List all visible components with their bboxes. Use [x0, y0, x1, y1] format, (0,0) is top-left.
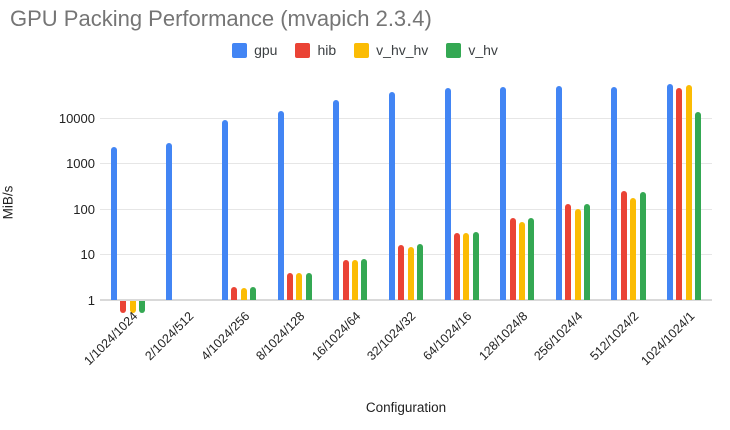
y-tick-label: 100: [73, 201, 95, 217]
x-tick-label: 128/1024/8: [476, 309, 531, 364]
bar-hib[interactable]: [398, 245, 405, 300]
bar-gpu[interactable]: [388, 92, 395, 300]
x-tick-label: 4/1024/256: [197, 309, 252, 364]
bar-v_hv_hv[interactable]: [296, 273, 303, 300]
bar-v_hv[interactable]: [695, 111, 702, 300]
bar-v_hv_hv[interactable]: [407, 247, 414, 300]
y-tick-label: 1000: [66, 156, 95, 172]
bar-hib[interactable]: [509, 218, 516, 300]
bar-v_hv_hv[interactable]: [240, 288, 247, 300]
bar-v_hv_hv[interactable]: [463, 233, 470, 300]
bar-v_hv[interactable]: [528, 217, 535, 300]
legend-item-hib: hib: [295, 42, 336, 58]
bar-hib[interactable]: [342, 259, 349, 300]
legend-swatch-icon: [354, 42, 370, 58]
bar-v_hv[interactable]: [417, 244, 424, 300]
bar-v_hv[interactable]: [305, 273, 312, 300]
x-tick-label: 64/1024/16: [420, 309, 475, 364]
bar-gpu[interactable]: [110, 146, 117, 300]
x-tick-label: 1/1024/1024: [81, 309, 141, 369]
bar-hib[interactable]: [620, 191, 627, 300]
bar-v_hv_hv[interactable]: [685, 84, 692, 300]
legend: gpu hib v_hv_hv v_hv: [0, 42, 730, 58]
bar-v_hv_hv[interactable]: [352, 259, 359, 300]
x-tick-label: 1024/1024/1: [638, 309, 698, 369]
bar-v_hv[interactable]: [472, 231, 479, 300]
bar-v_hv_hv[interactable]: [518, 221, 525, 300]
y-gridline: [100, 163, 712, 165]
x-axis-line: [100, 299, 712, 301]
legend-label: hib: [317, 42, 337, 58]
bar-hib[interactable]: [565, 204, 572, 300]
legend-swatch-icon: [446, 42, 462, 58]
y-tick-label: 10: [80, 247, 95, 263]
bar-v_hv[interactable]: [639, 192, 646, 300]
y-gridline: [100, 254, 712, 256]
x-tick-label: 32/1024/32: [364, 309, 419, 364]
x-tick-label: 16/1024/64: [309, 309, 364, 364]
bar-v_hv[interactable]: [361, 259, 368, 300]
legend-label: v_hv_hv: [376, 42, 429, 58]
bar-v_hv_hv[interactable]: [630, 198, 637, 300]
bar-v_hv_hv[interactable]: [574, 208, 581, 300]
x-tick-label: 512/1024/2: [587, 309, 642, 364]
bar-gpu[interactable]: [667, 83, 674, 300]
legend-swatch-icon: [232, 42, 248, 58]
bar-gpu[interactable]: [500, 87, 507, 300]
bar-gpu[interactable]: [166, 142, 173, 300]
chart-title: GPU Packing Performance (mvapich 2.3.4): [10, 6, 432, 31]
legend-label: gpu: [254, 42, 278, 58]
y-tick-label: 1: [87, 293, 95, 308]
bar-hib[interactable]: [120, 301, 127, 313]
bar-v_hv[interactable]: [584, 204, 590, 300]
legend-swatch-icon: [295, 42, 311, 58]
y-tick-label: 10000: [58, 110, 95, 126]
bar-hib[interactable]: [453, 232, 460, 300]
bar-gpu[interactable]: [333, 99, 340, 300]
legend-label: v_hv: [468, 42, 498, 58]
y-axis-title: MiB/s: [0, 185, 16, 220]
bar-v_hv_hv[interactable]: [129, 301, 136, 313]
bar-gpu[interactable]: [221, 119, 228, 300]
x-axis-title: Configuration: [365, 400, 447, 415]
x-tick-label: 256/1024/4: [531, 309, 586, 364]
x-tick-label: 2/1024/512: [142, 309, 197, 364]
bar-gpu[interactable]: [277, 111, 284, 300]
bar-gpu[interactable]: [555, 85, 562, 300]
y-gridline: [100, 208, 712, 210]
legend-item-v_hv: v_hv: [446, 42, 498, 58]
x-tick-label: 8/1024/128: [253, 309, 308, 364]
legend-item-v_hv_hv: v_hv_hv: [354, 42, 428, 58]
bar-hib[interactable]: [287, 273, 294, 300]
bar-v_hv[interactable]: [250, 286, 257, 300]
bar-hib[interactable]: [231, 287, 238, 300]
legend-item-gpu: gpu: [232, 42, 277, 58]
bar-v_hv[interactable]: [138, 301, 145, 313]
bar-gpu[interactable]: [611, 87, 618, 300]
bar-gpu[interactable]: [444, 88, 451, 300]
y-gridline: [100, 117, 712, 119]
bar-hib[interactable]: [676, 87, 683, 300]
